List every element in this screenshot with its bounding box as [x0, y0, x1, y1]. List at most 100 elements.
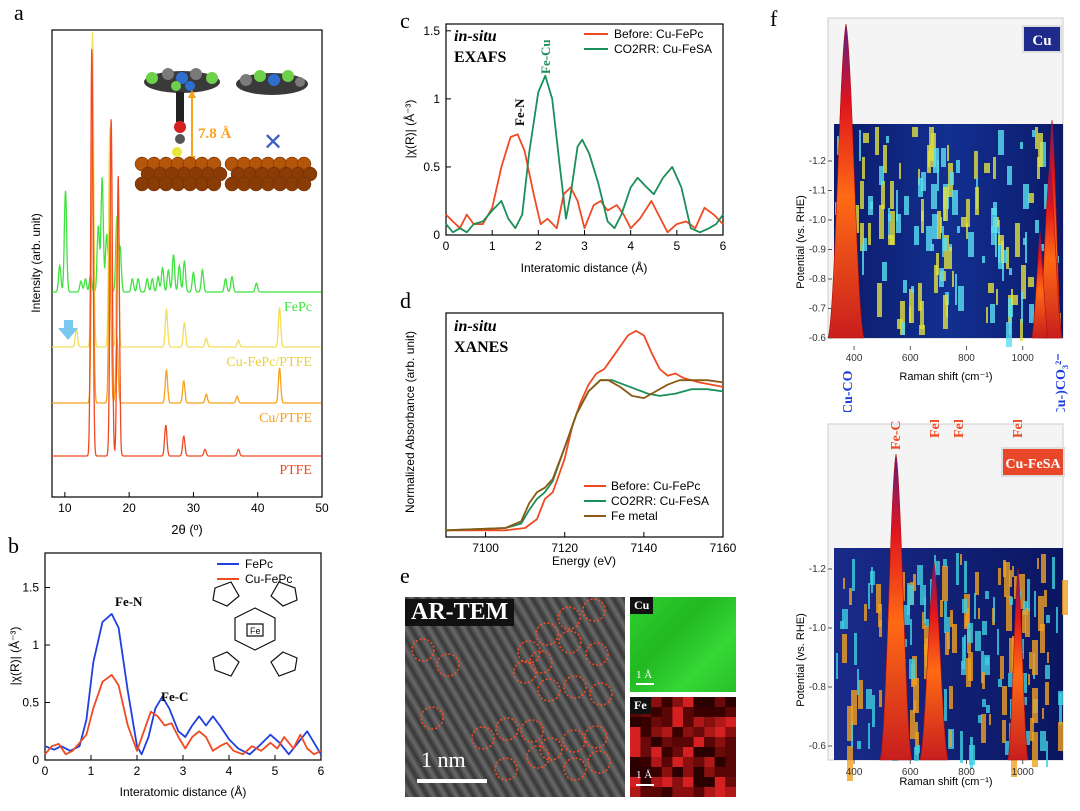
fe-map-pixel — [704, 707, 715, 717]
raman-streak — [876, 584, 881, 613]
raman-streak — [1001, 241, 1004, 263]
fe-map-pixel — [683, 777, 694, 787]
raman-streak — [943, 187, 948, 221]
raman-streak — [862, 157, 865, 179]
fe-map-pixel — [714, 707, 726, 717]
fe-map-pixel — [661, 767, 673, 777]
label-fepc: FePc — [284, 300, 312, 315]
series-co2rr-cu-fesa — [445, 74, 724, 234]
raman-streak — [914, 226, 919, 245]
raman-streak — [863, 133, 869, 143]
atom-marker — [529, 650, 553, 674]
raman-streak — [843, 578, 845, 589]
raman-streak — [988, 283, 994, 293]
fe-map-pixel — [672, 727, 683, 737]
band-label-cu-co: Cu-CO — [841, 370, 856, 412]
raman-streak — [949, 730, 952, 747]
panel-b-ylabel: |χ(R)| (Å⁻³) — [7, 627, 22, 686]
raman-streak — [919, 325, 925, 335]
fe-map-pixel — [725, 697, 736, 707]
panel-d-ylabel: Normalized Absorbance (arb. unit) — [403, 331, 417, 513]
raman-streak — [914, 700, 916, 711]
panel-f-fesa-raman: 400 600 800 1000 -1.2 -1.0 -0.8 -0.6 Cu-FeSA Po… — [795, 420, 1068, 788]
x-tick-label: 7140 — [631, 541, 658, 555]
fe-map-pixel — [683, 757, 694, 767]
raman-streak — [939, 268, 944, 287]
raman-streak — [968, 652, 973, 681]
raman-streak — [984, 655, 990, 675]
raman-streak — [868, 223, 871, 245]
y-tick-label: 1.5 — [22, 581, 39, 595]
fe-map-pixel — [651, 737, 662, 747]
raman-streak — [945, 632, 949, 655]
fe-map-pixel — [630, 747, 641, 757]
panel-label-f: f — [770, 6, 778, 31]
band-label-carbonate: (Cu-)CO₃²⁻ — [1054, 353, 1069, 412]
fe-map-pixel — [693, 747, 705, 757]
fe-map-pixel — [651, 747, 662, 757]
raman-streak — [1038, 596, 1044, 631]
raman-streak — [958, 286, 964, 311]
fe-map-pixel — [714, 787, 726, 797]
raman-streak — [903, 280, 907, 293]
raman-streak — [952, 190, 958, 215]
raman-streak — [1025, 731, 1030, 745]
fe-map-pixel — [725, 737, 736, 747]
raman-streak — [1046, 615, 1050, 623]
fe-map-pixel — [714, 767, 726, 777]
raman-streak — [1006, 322, 1012, 347]
x-tick-label: 1000 — [1012, 353, 1035, 364]
fe-map-pixel — [725, 757, 736, 767]
raman-streak — [1056, 607, 1058, 633]
fe-map-pixels — [630, 697, 736, 797]
panel-label-b: b — [8, 533, 19, 558]
raman-streak — [961, 661, 966, 675]
raman-streak — [1015, 223, 1020, 257]
atom-marker — [535, 622, 559, 646]
raman-streak — [847, 746, 853, 781]
legend-cu-fepc-label: Cu-FePc — [245, 572, 292, 586]
raman-streak — [922, 612, 925, 629]
panel-f-cu-xlabel: Raman shift (cm⁻¹) — [899, 371, 992, 383]
annotation-fe-cu: Fe-Cu — [538, 39, 553, 74]
raman-peak — [827, 23, 865, 339]
raman-streak — [855, 205, 859, 233]
series-before-cu-fepc — [446, 330, 724, 532]
raman-streak — [866, 689, 872, 709]
fe-map-pixel — [683, 707, 694, 717]
raman-streak — [1012, 295, 1018, 305]
band-label-fepc-1: FePc — [928, 420, 943, 438]
svg-text:Fe: Fe — [250, 626, 261, 636]
x-tick-label: 4 — [627, 239, 634, 253]
raman-streak — [1006, 596, 1012, 631]
raman-streak — [862, 244, 864, 275]
x-tick-label: 0 — [42, 764, 49, 778]
fe-map-pixel — [651, 777, 662, 787]
fe-map-pixel — [693, 697, 705, 707]
fe-map-pixel — [661, 697, 673, 707]
raman-streak — [871, 567, 873, 593]
fe-map-pixel — [683, 767, 694, 777]
raman-streak — [924, 626, 929, 655]
y-tick-label: -0.6 — [809, 333, 827, 344]
x-tick-label: 1 — [88, 764, 95, 778]
fe-map-pixel — [640, 717, 652, 727]
panel-f-fesa-xlabel: Raman shift (cm⁻¹) — [899, 776, 992, 788]
raman-streak — [1059, 693, 1062, 725]
x-tick-label: 600 — [902, 767, 919, 778]
raman-streak — [1025, 608, 1030, 637]
raman-peak — [1031, 231, 1049, 339]
fe-map-pixel — [704, 727, 715, 737]
atom-marker — [411, 638, 435, 662]
fe-map-pixel — [683, 697, 694, 707]
raman-streak — [989, 714, 991, 725]
fe-map-scale-label: 1 Å — [636, 769, 653, 781]
y-tick-label: 1.5 — [423, 24, 440, 38]
raman-streak — [981, 714, 986, 743]
raman-streak — [1058, 691, 1063, 705]
raman-streak — [993, 597, 995, 623]
fe-map-pixel — [630, 757, 641, 767]
raman-streak — [1020, 142, 1023, 149]
fe-map-pixel — [640, 737, 652, 747]
raman-streak — [1006, 247, 1009, 269]
